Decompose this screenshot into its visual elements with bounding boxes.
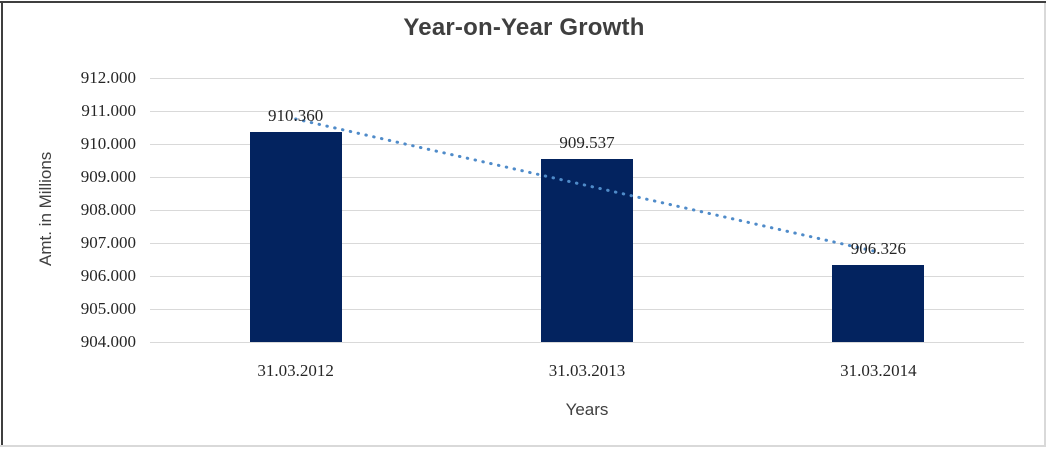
y-tick-label: 911.000 [81, 101, 136, 120]
frame-border-bottom [0, 445, 1046, 447]
data-label: 910.360 [268, 106, 324, 126]
data-label: 906.326 [850, 239, 906, 259]
x-tick-label: 31.03.2014 [840, 361, 917, 380]
bar-31.03.2014 [832, 265, 925, 342]
y-tick-label: 912.000 [80, 68, 136, 87]
gridline [150, 77, 1024, 79]
x-tick-label: 31.03.2013 [548, 361, 626, 380]
y-tick-label: 909.000 [80, 167, 136, 186]
y-tick-label: 907.000 [80, 233, 136, 252]
y-tick-label: 904.000 [80, 332, 136, 351]
plot-area: 910.360 909.537 906.326 [150, 77, 1024, 343]
x-tick-label: 31.03.2012 [257, 361, 334, 380]
chart-title: Year-on-Year Growth [403, 14, 645, 41]
frame-border-left [1, 1, 3, 447]
gridline [150, 110, 1024, 112]
data-label: 909.537 [559, 133, 615, 153]
y-tick-label: 905.000 [80, 299, 136, 318]
gridline [150, 341, 1024, 343]
y-tick-label: 908.000 [80, 200, 136, 219]
y-tick-label: 906.000 [80, 266, 136, 285]
bar-31.03.2013 [541, 159, 633, 342]
frame-border-top [0, 1, 1046, 3]
x-axis-title: Years [565, 400, 609, 419]
y-tick-label: 910.000 [80, 134, 136, 153]
bar-31.03.2012 [249, 132, 342, 342]
frame-border-right [1044, 3, 1046, 447]
